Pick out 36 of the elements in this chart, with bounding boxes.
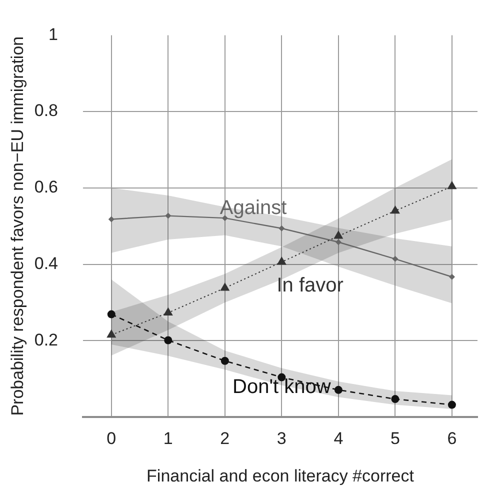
point <box>390 205 400 214</box>
point <box>108 216 114 222</box>
point <box>106 329 116 338</box>
y-tick-label: 0.6 <box>34 178 58 197</box>
x-tick-label: 0 <box>106 428 116 448</box>
y-tick-label: 1 <box>48 24 58 44</box>
x-tick-label: 5 <box>390 428 400 448</box>
point <box>165 212 172 219</box>
x-tick-label: 6 <box>447 428 457 448</box>
point <box>163 307 173 316</box>
y-tick-label: 0.8 <box>34 101 58 120</box>
point <box>335 239 342 246</box>
point <box>107 310 116 318</box>
point <box>334 230 344 239</box>
y-tick-label: 0.2 <box>34 330 58 350</box>
x-tick-label: 1 <box>163 428 173 448</box>
x-tick-label: 2 <box>220 428 230 448</box>
point <box>391 395 400 404</box>
y-tick-label: 0.4 <box>34 254 58 273</box>
x-axis-title: Financial and econ literacy #correct <box>146 466 414 486</box>
point <box>448 274 455 280</box>
point <box>392 256 398 262</box>
point <box>278 225 285 232</box>
x-tick-label: 3 <box>276 428 286 448</box>
point <box>278 373 286 382</box>
y-axis-title: Probability respondent favors non−EU immigration <box>8 36 27 416</box>
point <box>276 256 286 265</box>
point <box>220 356 229 365</box>
point <box>220 282 230 291</box>
x-tick-label: 4 <box>334 428 344 448</box>
point <box>334 386 342 394</box>
point <box>164 336 172 344</box>
point <box>448 400 456 409</box>
series-label: In favor <box>276 274 344 297</box>
point <box>447 180 457 190</box>
series-label: Don't know <box>232 376 332 398</box>
